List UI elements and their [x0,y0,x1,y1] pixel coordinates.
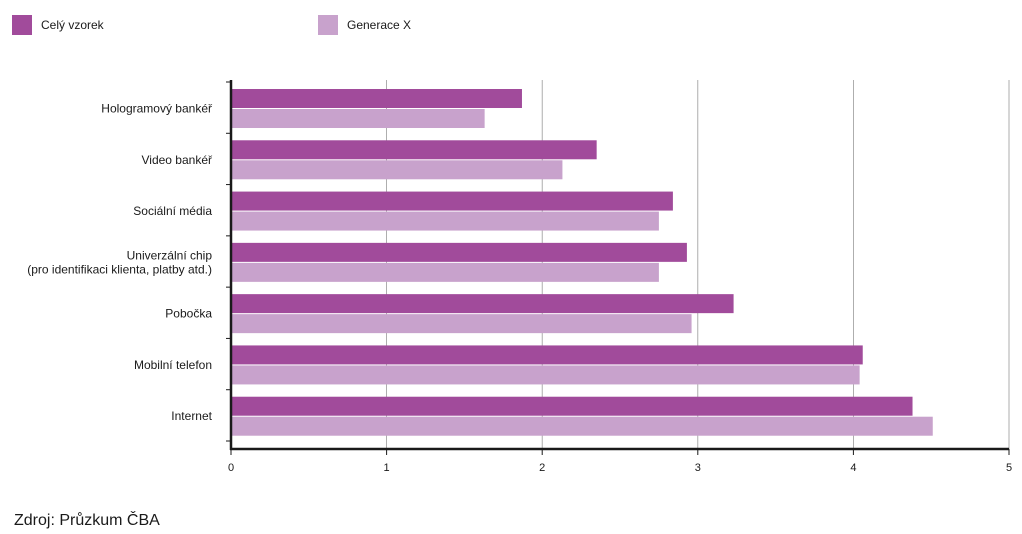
category-label-line: Internet [171,409,212,423]
legend-swatch-generation-x [318,15,338,35]
category-label-line: Pobočka [165,307,212,321]
category-label-line: Hologramový bankéř [101,102,213,116]
bar-generation-x-4 [231,314,692,334]
category-label: Hologramový bankéř [101,102,213,116]
x-tick-label: 5 [1006,462,1012,474]
x-tick-label: 3 [695,462,701,474]
x-tick-label: 1 [384,462,390,474]
x-tick-label: 2 [539,462,545,474]
legend-label-full-sample: Celý vzorek [41,18,104,32]
bar-generation-x-5 [231,365,860,385]
category-label-line: Mobilní telefon [134,358,212,372]
bar-full-sample-3 [231,242,687,262]
legend-item-full-sample: Celý vzorek [12,14,104,36]
legend-item-generation-x: Generace X [318,14,411,36]
bar-generation-x-3 [231,262,659,282]
category-label: Mobilní telefon [134,358,212,372]
legend-label-generation-x: Generace X [347,18,412,32]
category-label: Pobočka [165,307,212,321]
legend: Celý vzorek Generace X [0,14,1022,36]
bar-full-sample-1 [231,140,597,160]
category-label: Univerzální chip (pro identifikaci klient… [27,248,212,276]
source-note: Zdroj: Průzkum ČBA [14,512,160,529]
category-label: Video bankéř [142,153,214,167]
bar-generation-x-2 [231,211,659,231]
bar-full-sample-0 [231,89,522,108]
bar-full-sample-5 [231,345,863,365]
x-tick-label: 0 [228,462,234,474]
bar-generation-x-0 [231,109,485,128]
bar-full-sample-4 [231,294,734,314]
category-label: Sociální média [133,204,212,218]
category-label-line: (pro identifikaci klienta, platby atd.) [27,262,212,276]
bar-full-sample-6 [231,396,913,416]
legend-swatch-full-sample [12,15,32,35]
category-label: Internet [171,409,212,423]
bar-generation-x-6 [231,416,933,436]
bar-full-sample-2 [231,191,673,211]
category-label-line: Sociální média [133,204,212,218]
category-label-line: Univerzální chip [127,248,213,262]
category-label-line: Video bankéř [142,153,214,167]
bar-generation-x-1 [231,160,563,180]
x-tick-label: 4 [850,462,856,474]
